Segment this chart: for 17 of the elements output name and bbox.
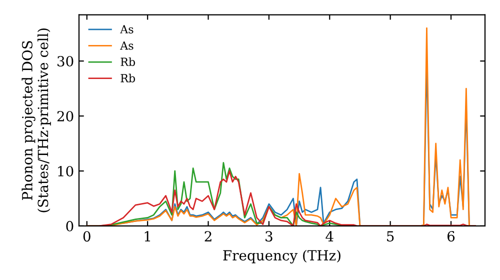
x-tick-label: 6 [448,231,455,242]
x-tick-label: 4 [326,231,334,242]
x-tick-label: 2 [204,231,212,242]
x-tick-label: 3 [266,231,272,242]
y-tick-label: 20 [57,110,74,122]
legend-label: Rb [120,57,136,66]
legend-label: As [120,25,134,34]
x-tick-label: 5 [387,231,394,242]
y-tick-label: 0 [66,220,74,232]
x-tick-label: 1 [144,231,150,242]
legend-label: As [120,41,134,50]
x-axis-title: Frequency (THz) [223,250,340,264]
y-axis-title: Phonon projected DOS (States/THz·primitive cell) [22,28,51,212]
y-tick-label: 30 [58,56,74,66]
y-tick-label: 10 [58,166,74,176]
legend-label: Rb [120,74,136,82]
x-tick-label: 0 [83,231,90,242]
